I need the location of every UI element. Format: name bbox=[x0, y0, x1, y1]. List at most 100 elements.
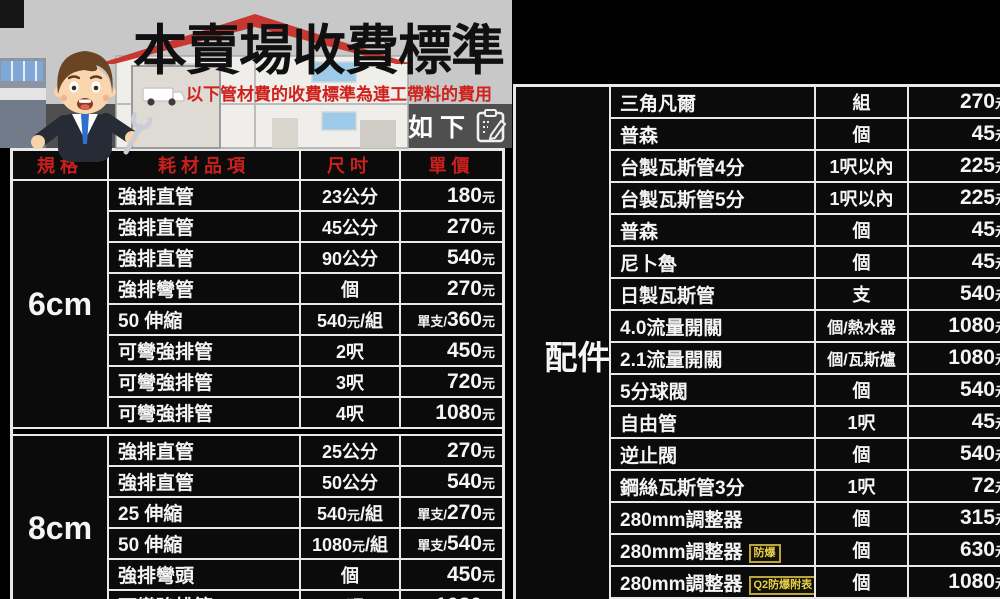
item-cell: 逆止閥 bbox=[609, 437, 816, 471]
unit-cell: 個/瓦斯爐 bbox=[814, 341, 909, 375]
unit-cell: 1呎以內 bbox=[814, 149, 909, 183]
group-divider bbox=[11, 427, 504, 436]
col-size: 尺吋 bbox=[299, 148, 401, 181]
size-cell: 個 bbox=[299, 272, 401, 305]
item-cell: 強排彎頭 bbox=[107, 558, 301, 591]
band-title: 使用耗材清單費用如下 bbox=[152, 114, 473, 142]
item-cell: 強排直管 bbox=[107, 210, 301, 243]
table-row: 普森 個 45元 bbox=[515, 117, 1000, 151]
item-cell: 普森 bbox=[609, 213, 816, 247]
price-cell: 540元 bbox=[907, 373, 1000, 407]
item-cell: 可彎強排管 bbox=[107, 365, 301, 398]
unit-cell: 個 bbox=[814, 437, 909, 471]
size-cell: 23公分 bbox=[299, 179, 401, 212]
table-row: 可彎強排管 4呎 1080元 bbox=[12, 396, 505, 429]
table-row: 逆止閥 個 540元 bbox=[515, 437, 1000, 471]
unit-cell: 個 bbox=[814, 213, 909, 247]
page-subtitle: 以下管材費的收費標準為連工帶料的費用 bbox=[186, 85, 492, 104]
item-cell: 可彎強排管 bbox=[107, 334, 301, 367]
table-row: 日製瓦斯管 支 540元 bbox=[515, 277, 1000, 311]
col-price: 單價 bbox=[399, 148, 505, 181]
unit-cell: 1呎以內 bbox=[814, 181, 909, 215]
price-cell: 1080元 bbox=[907, 565, 1000, 599]
unit-cell: 個 bbox=[814, 565, 909, 599]
item-cell: 強排直管 bbox=[107, 465, 301, 498]
table-row: 25 伸縮 540元/組 單支/270元 bbox=[12, 496, 505, 529]
unit-cell: 個 bbox=[814, 533, 909, 567]
price-cell: 315元 bbox=[907, 501, 1000, 535]
table-row: 普森 個 45元 bbox=[515, 213, 1000, 247]
price-cell: 45元 bbox=[907, 117, 1000, 151]
table-row: 可彎強排管 3呎 720元 bbox=[12, 365, 505, 398]
table-row: 強排彎頭 個 450元 bbox=[12, 558, 505, 591]
item-cell: 280mm調整器 防爆 bbox=[609, 533, 816, 567]
price-cell: 720元 bbox=[399, 365, 505, 398]
unit-cell: 1呎 bbox=[814, 405, 909, 439]
item-cell: 強排彎管 bbox=[107, 272, 301, 305]
price-cell: 540元 bbox=[907, 277, 1000, 311]
price-cell: 45元 bbox=[907, 213, 1000, 247]
price-cell: 540元 bbox=[399, 465, 505, 498]
item-cell: 強排直管 bbox=[107, 434, 301, 467]
item-cell: 鋼絲瓦斯管3分 bbox=[609, 469, 816, 503]
price-cell: 450元 bbox=[399, 334, 505, 367]
table-row: 6cm 強排直管 23公分 180元 bbox=[10, 179, 505, 429]
price-cell: 1080元 bbox=[907, 309, 1000, 343]
price-cell: 225元 bbox=[907, 149, 1000, 183]
size-cell: 540元/組 bbox=[299, 496, 401, 529]
size-cell: 個 bbox=[299, 558, 401, 591]
item-cell: 普森 bbox=[609, 117, 816, 151]
table-row: 8cm 強排直管 25公分 270元 bbox=[10, 434, 505, 599]
table-row: 50 伸縮 540元/組 單支/360元 bbox=[12, 303, 505, 336]
size-cell: 4呎 bbox=[299, 396, 401, 429]
col-item: 耗材品項 bbox=[107, 148, 301, 181]
table-row: 可彎強排管 3呎 1080元 bbox=[12, 589, 505, 599]
price-cell: 270元 bbox=[399, 210, 505, 243]
col-spec: 規格 bbox=[10, 148, 109, 181]
table-row: 50 伸縮 1080元/組 單支/540元 bbox=[12, 527, 505, 560]
unit-cell: 組 bbox=[814, 84, 909, 119]
size-cell: 1080元/組 bbox=[299, 527, 401, 560]
explosion-proof-badge: Q2防爆附表 bbox=[748, 575, 813, 595]
table-row: 鋼絲瓦斯管3分 1呎 72元 bbox=[515, 469, 1000, 503]
size-cell: 2呎 bbox=[299, 334, 401, 367]
size-cell: 3呎 bbox=[299, 589, 401, 599]
price-cell: 630元 bbox=[907, 533, 1000, 567]
price-cell: 270元 bbox=[399, 434, 505, 467]
price-cell: 540元 bbox=[907, 437, 1000, 471]
price-cell: 單支/360元 bbox=[399, 303, 505, 336]
item-cell: 50 伸縮 bbox=[107, 527, 301, 560]
item-cell: 強排直管 bbox=[107, 241, 301, 274]
table-row: 5分球閥 個 540元 bbox=[515, 373, 1000, 407]
table-header-row: 規格 耗材品項 尺吋 單價 bbox=[10, 148, 505, 181]
price-cell: 1080元 bbox=[907, 341, 1000, 375]
price-cell: 45元 bbox=[907, 405, 1000, 439]
item-cell: 三角凡爾 bbox=[609, 84, 816, 119]
item-cell: 台製瓦斯管4分 bbox=[609, 149, 816, 183]
explosion-proof-badge: 防爆 bbox=[748, 543, 781, 563]
size-cell: 3呎 bbox=[299, 365, 401, 398]
table-row: 台製瓦斯管5分 1呎以內 225元 bbox=[515, 181, 1000, 215]
accessories-table: 配件 三角凡爾 組 270元 普森 個 45元 台製瓦斯管4分 1呎以內 225… bbox=[513, 84, 1000, 599]
item-cell: 尼卜魯 bbox=[609, 245, 816, 279]
item-cell: 280mm調整器 Q2防爆附表 bbox=[609, 565, 816, 599]
size-cell: 540元/組 bbox=[299, 303, 401, 336]
size-cell: 50公分 bbox=[299, 465, 401, 498]
price-cell: 1080元 bbox=[399, 589, 505, 599]
item-cell: 可彎強排管 bbox=[107, 396, 301, 429]
item-cell: 5分球閥 bbox=[609, 373, 816, 407]
spec-label-6cm: 6cm bbox=[10, 179, 109, 429]
unit-cell: 個 bbox=[814, 117, 909, 151]
table-row: 280mm調整器 個 315元 bbox=[515, 501, 1000, 535]
header-band: 使用耗材清單費用如下 bbox=[0, 104, 512, 148]
item-cell: 日製瓦斯管 bbox=[609, 277, 816, 311]
item-cell: 自由管 bbox=[609, 405, 816, 439]
price-cell: 180元 bbox=[399, 179, 505, 212]
unit-cell: 1呎 bbox=[814, 469, 909, 503]
unit-cell: 個 bbox=[814, 373, 909, 407]
price-cell: 225元 bbox=[907, 181, 1000, 215]
table-row: 台製瓦斯管4分 1呎以內 225元 bbox=[515, 149, 1000, 183]
price-cell: 540元 bbox=[399, 241, 505, 274]
